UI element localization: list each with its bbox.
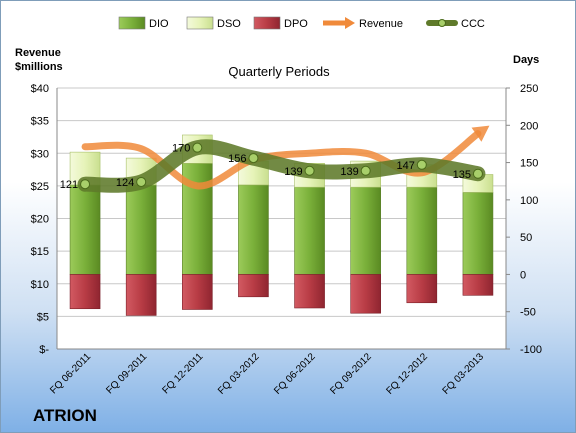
ccc-data-label: 135: [453, 169, 471, 181]
x-tick-label: FQ 09-2011: [104, 351, 149, 396]
right-tick-label: 200: [520, 120, 538, 132]
ccc-data-label: 170: [172, 143, 190, 155]
right-tick-label: 150: [520, 158, 538, 170]
left-axis-label-line1: Revenue: [15, 47, 61, 59]
line-layer: 121 124 170 156 139 139 147 135: [60, 125, 490, 193]
legend-label: CCC: [461, 18, 485, 30]
bar-dpo: [182, 274, 213, 310]
gridlines: [57, 87, 506, 350]
right-tick-label: 250: [520, 83, 538, 95]
bar-dio: [406, 186, 438, 275]
ccc-point: [304, 165, 315, 176]
ccc-point: [360, 165, 371, 176]
bar-dio: [294, 186, 325, 275]
right-tick-label: 50: [520, 232, 532, 244]
ccc-point: [192, 142, 203, 153]
ccc-point: [248, 153, 259, 164]
bar-layer: [69, 134, 494, 316]
ccc-data-label: 139: [284, 166, 302, 178]
left-tick-label: $35: [31, 116, 49, 128]
revenue-line: [81, 130, 482, 190]
left-tick-label: $15: [31, 246, 49, 258]
left-tick-label: $-: [39, 344, 49, 356]
left-axis-label-line2: $millions: [15, 61, 63, 73]
x-tick-label: FQ 03-2013: [441, 351, 487, 397]
legend-dpo-swatch: [253, 16, 281, 30]
bar-dio: [462, 192, 494, 275]
bar-dpo: [406, 274, 438, 304]
x-tick-label: FQ 12-2011: [160, 351, 205, 396]
bar-dio: [238, 184, 269, 275]
legend: DIO DSO DPO Revenue CCC: [118, 16, 485, 30]
x-tick-label: FQ 03-2012: [216, 351, 262, 397]
right-axis-label: Days: [513, 54, 539, 66]
ccc-line: [77, 139, 486, 193]
ccc-data-label: 121: [60, 179, 78, 191]
ccc-data-label: 124: [116, 177, 134, 189]
legend-revenue-arrow: [345, 17, 355, 29]
bar-dio: [350, 186, 381, 275]
right-tick-label: -100: [520, 344, 542, 356]
ccc-point: [416, 159, 427, 170]
bar-dpo: [294, 274, 325, 309]
bar-dpo: [350, 274, 381, 314]
left-tick-label: $40: [31, 83, 49, 95]
legend-label: DIO: [149, 18, 169, 30]
ccc-data-label: 139: [340, 166, 358, 178]
left-tick-label: $25: [31, 181, 49, 193]
left-tick-label: $5: [37, 311, 49, 323]
ccc-point: [136, 176, 147, 187]
x-tick-label: FQ 09-2012: [328, 351, 374, 397]
ccc-data-label: 147: [396, 160, 414, 172]
chart-title: Quarterly Periods: [228, 64, 330, 79]
left-tick-label: $10: [31, 279, 49, 291]
revenue-arrowhead: [471, 125, 490, 142]
legend-label: Revenue: [359, 18, 403, 30]
bar-dio: [69, 184, 101, 275]
right-tick-label: 0: [520, 269, 526, 281]
bar-dpo: [125, 274, 157, 316]
legend-label: DPO: [284, 18, 308, 30]
x-tick-label: FQ 06-2012: [272, 351, 318, 397]
legend-dso-swatch: [186, 16, 214, 30]
company-name: ATRION: [33, 406, 97, 425]
ccc-point: [472, 168, 483, 179]
titles: Quarterly Periods Revenue $millions Days: [15, 47, 539, 79]
legend-ccc-marker: [438, 19, 446, 27]
legend-label: DSO: [217, 18, 241, 30]
x-tick-label: FQ 12-2012: [384, 351, 430, 397]
left-tick-label: $30: [31, 148, 49, 160]
bar-dpo: [238, 274, 269, 298]
legend-dio-swatch: [118, 16, 146, 30]
left-tick-label: $20: [31, 214, 49, 226]
right-tick-label: -50: [520, 307, 536, 319]
ccc-point: [80, 179, 91, 190]
bar-dio: [125, 184, 157, 275]
right-tick-label: 100: [520, 195, 538, 207]
bar-dpo: [462, 274, 494, 296]
bar-dpo: [69, 274, 101, 310]
x-tick-label: FQ 06-2011: [48, 351, 93, 396]
ccc-data-label: 156: [228, 153, 246, 165]
